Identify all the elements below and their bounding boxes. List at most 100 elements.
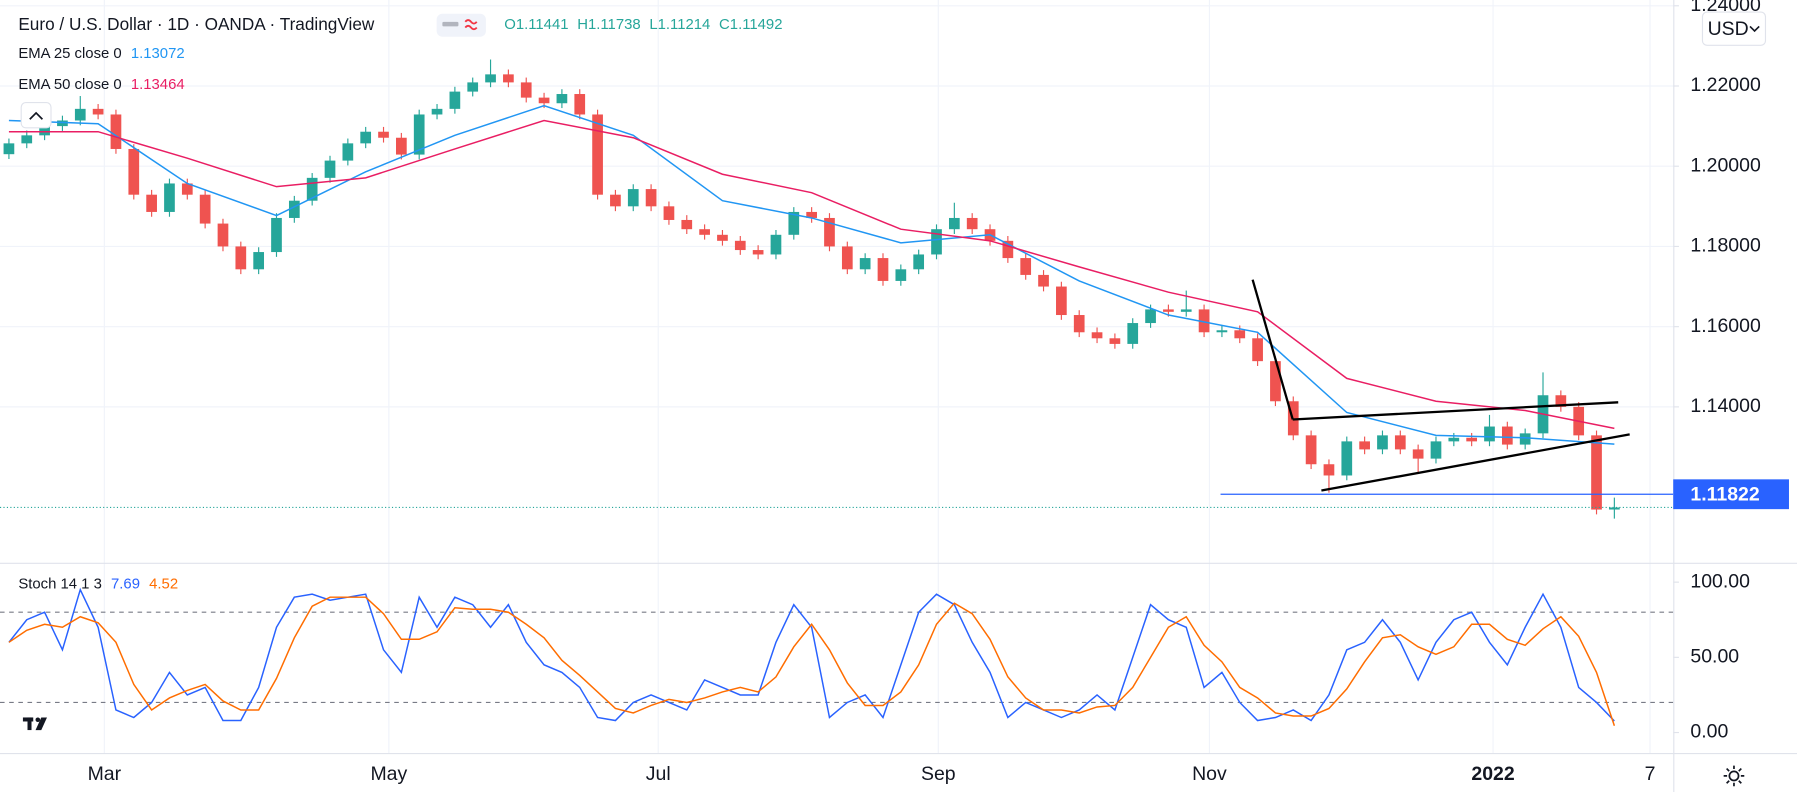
candle-body [110, 114, 122, 149]
y-tick-label: 1.14000 [1690, 395, 1761, 417]
ohlc-label: H [577, 17, 588, 33]
candle-body [895, 269, 907, 281]
candle-body [1127, 323, 1139, 344]
candle-body [1252, 338, 1263, 362]
candle-body [1002, 240, 1014, 259]
candle-body [21, 135, 33, 144]
candle-body [1180, 309, 1192, 312]
candle-body [841, 246, 853, 270]
candle-body [824, 217, 835, 247]
candle-body [1466, 437, 1478, 442]
stoch-pane [0, 587, 1674, 726]
candle-body [1163, 309, 1174, 312]
settings-button[interactable] [1723, 765, 1745, 787]
currency-chevron[interactable] [1749, 25, 1760, 33]
gear-teeth[interactable] [1723, 765, 1745, 787]
currency-label[interactable]: USD [1708, 18, 1749, 40]
candle-body [378, 131, 389, 138]
candle-body [146, 194, 157, 212]
x-tick-label: Mar [88, 763, 122, 785]
candle-body [752, 250, 764, 255]
candle-body [717, 234, 728, 241]
candle-body [449, 91, 461, 109]
x-tick-label: Sep [921, 763, 956, 785]
candle-body [128, 148, 140, 195]
candle-body [788, 211, 800, 235]
legend-value: 1.13464 [131, 77, 185, 93]
candle-body [1448, 437, 1460, 442]
series-line [8, 596, 1616, 726]
ohlc-legend: O1.11441 H1.11738 L1.11214 C1.11492 [504, 17, 782, 33]
trendline [1292, 401, 1619, 421]
overlay [0, 493, 1674, 509]
toggle-icon[interactable] [464, 19, 478, 31]
ohlc-value: 1.11214 [658, 17, 711, 33]
candle-body [681, 219, 693, 230]
price-label: 1.11822 [1690, 484, 1759, 506]
candle-body [1609, 507, 1620, 510]
candle-body [1341, 441, 1353, 476]
candle-body [1020, 258, 1032, 275]
toggle-icon[interactable] [442, 21, 459, 27]
legend-value: 7.69 [111, 576, 140, 592]
candle-body [1198, 309, 1210, 333]
logo-part [35, 717, 41, 723]
candle-body [1234, 330, 1246, 339]
candle-body [467, 82, 479, 92]
ema-legend: EMA 25 close 0 1.13072 [18, 46, 184, 62]
y-tick-label: 0.00 [1690, 721, 1728, 743]
y-tick-label: 1.16000 [1690, 315, 1761, 337]
gear-hub[interactable] [1728, 770, 1740, 782]
currency-selector[interactable]: USD [1701, 11, 1767, 46]
candle-body [342, 143, 354, 161]
candle-body [966, 217, 978, 230]
x-tick-label: May [370, 763, 407, 785]
series-line [8, 104, 1615, 445]
series-line [8, 119, 1615, 430]
ohlc-value: 1.11492 [730, 17, 783, 33]
candle-body [1323, 464, 1335, 476]
candle-body [1377, 435, 1388, 450]
candle-body [1109, 338, 1121, 344]
candle-body [181, 183, 193, 195]
toggle-pill[interactable] [436, 13, 486, 37]
collapse-button[interactable] [20, 102, 52, 129]
candle-body [913, 254, 925, 270]
y-tick-label: 100.00 [1690, 570, 1750, 592]
candle-body [1412, 449, 1424, 459]
logo [22, 717, 47, 731]
candle-body [538, 97, 550, 104]
candle-body [1555, 395, 1567, 407]
candle-body [610, 194, 621, 207]
candle-body [413, 114, 425, 155]
candle-body [645, 189, 657, 207]
candle-body [1073, 315, 1085, 333]
ohlc-label: C [719, 17, 730, 33]
candle-body [431, 108, 443, 115]
candle-body [877, 258, 889, 281]
ohlc-label: O [504, 17, 516, 33]
ohlc-label: L [649, 17, 657, 33]
y-tick-label: 1.22000 [1690, 74, 1761, 96]
axes: 1.140001.160001.180001.200001.220001.240… [88, 0, 1789, 785]
candle-body [74, 108, 86, 121]
indicator-toggles[interactable] [436, 13, 486, 37]
candle-body [217, 223, 229, 247]
candle-body [235, 246, 247, 270]
candle-body [288, 200, 300, 218]
candle-body [1359, 441, 1370, 450]
symbol-title: Euro / U.S. Dollar · 1D · OANDA · Tradin… [18, 14, 375, 34]
collapse-chevron[interactable] [29, 111, 44, 120]
legend-name: Stoch 14 1 3 [18, 576, 102, 592]
candle-body [396, 137, 407, 155]
candle-body [734, 240, 746, 251]
ohlc-value: 1.11738 [588, 17, 641, 33]
trendline [1321, 433, 1630, 492]
y-tick-label: 50.00 [1690, 645, 1739, 667]
candle-body [39, 126, 50, 136]
collapse-box[interactable] [20, 102, 52, 129]
candle-body [1430, 441, 1442, 459]
currency-box[interactable] [1701, 11, 1767, 46]
